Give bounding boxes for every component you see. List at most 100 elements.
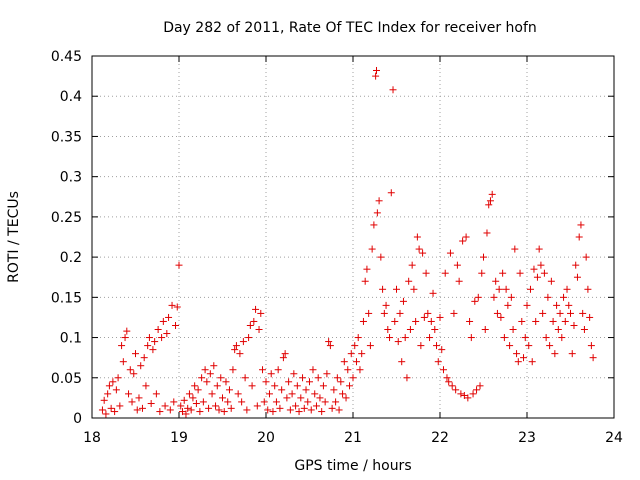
data-point [297,394,305,402]
data-point [457,390,465,398]
data-point [396,309,404,317]
data-point [483,229,491,237]
data-point [259,366,267,374]
data-point [476,382,484,390]
data-point [558,334,566,342]
data-point [192,400,200,408]
data-point [311,390,319,398]
data-point [572,261,580,269]
data-point [587,342,595,350]
data-point [424,309,432,317]
data-point [579,309,587,317]
data-point [372,66,380,74]
data-point [246,321,254,329]
data-point [177,402,185,410]
data-point [306,378,313,386]
data-point [255,326,263,334]
data-point [363,265,371,273]
data-point [387,189,395,197]
data-point [365,309,373,317]
data-point [549,317,557,325]
data-point [556,309,564,317]
x-tick-label: 22 [431,430,449,446]
data-point [370,221,378,229]
y-tick-label: 0.3 [60,170,82,186]
data-point [340,358,348,366]
data-point [245,334,253,342]
data-point [180,396,188,404]
data-point [219,394,226,402]
data-point [542,334,550,342]
data-point [485,201,493,209]
data-point [111,408,119,416]
data-point [473,386,481,394]
data-point [445,378,453,386]
data-point [401,334,409,342]
data-point [410,285,418,293]
data-point [199,398,207,406]
data-point [165,313,173,321]
data-point [433,342,441,350]
data-point [248,382,256,390]
data-point [349,374,357,382]
data-point [125,390,133,398]
data-point [412,317,420,325]
data-point [212,402,220,410]
data-point [166,406,174,414]
data-point [130,370,138,378]
data-point [321,398,329,406]
data-point [257,309,265,317]
data-point [269,408,277,416]
data-point [500,334,508,342]
data-point [133,406,141,414]
data-point [464,394,472,402]
data-point [530,265,538,273]
y-tick-label: 0.05 [51,371,82,387]
data-point [394,338,402,346]
data-point [354,334,362,342]
data-point [551,350,559,358]
data-point [217,374,225,382]
x-tick-label: 19 [170,430,188,446]
data-point [469,390,477,398]
data-point [222,378,230,386]
data-point [337,378,345,386]
data-point [368,245,376,253]
data-point [399,297,407,305]
data-point [182,410,190,418]
data-point [107,404,115,412]
data-point [187,406,195,414]
data-point [260,398,268,406]
data-point [506,342,514,350]
data-point [333,374,341,382]
data-point [554,326,562,334]
data-point [502,285,510,293]
data-point [565,301,573,309]
data-point [347,350,355,358]
data-point [462,233,470,241]
data-point [332,398,340,406]
data-point [427,317,435,325]
x-tick-label: 20 [257,430,275,446]
data-point [203,378,211,386]
data-point [533,273,541,281]
data-point [573,273,581,281]
y-tick-label: 0 [73,411,82,427]
data-point [361,277,369,285]
data-point [546,342,554,350]
data-point [577,221,585,229]
data-point [375,197,383,205]
chart-title: Day 282 of 2011, Rate Of TEC Index for r… [163,20,537,36]
data-point [278,386,286,394]
data-point [511,245,519,253]
data-point [415,245,423,253]
data-point [309,366,317,374]
data-point [474,293,482,301]
data-point [405,277,413,285]
data-point [213,382,221,390]
data-point [285,378,293,386]
data-point [339,390,347,398]
data-point [206,370,214,378]
data-point [156,408,164,416]
